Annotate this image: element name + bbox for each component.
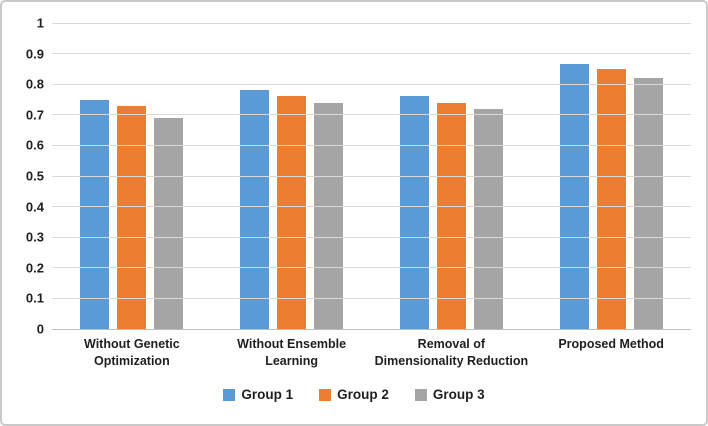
plot-area: [52, 22, 691, 330]
x-category-label-line: Without Ensemble: [237, 337, 347, 351]
y-tick-label-0.1: 0.1: [25, 290, 44, 306]
y-tick-label-0.5: 0.5: [25, 168, 44, 184]
bar-groups-container: [52, 23, 691, 329]
x-category-label-line: Learning: [265, 353, 319, 368]
legend-label: Group 2: [337, 387, 389, 402]
gridline-0.3: [52, 236, 691, 238]
gridline-0.2: [52, 267, 691, 269]
bar-group2-cat3: [436, 102, 466, 329]
y-tick-label-0.3: 0.3: [25, 229, 44, 245]
y-tick-label-0.2: 0.2: [25, 260, 44, 276]
y-tick-label-0.4: 0.4: [25, 199, 44, 215]
legend-label: Group 3: [432, 387, 485, 402]
bar-group1-cat4: [559, 64, 589, 329]
legend-label: Group 1: [241, 387, 294, 402]
gridline-0.7: [52, 114, 691, 116]
gridline-0.5: [52, 175, 691, 177]
bar-group-1: [52, 23, 212, 329]
bar-group2-cat2: [277, 96, 307, 329]
legend-item-group3: Group 3: [414, 387, 485, 402]
x-category-label-4: Proposed Method: [531, 336, 691, 370]
gridline-0.4: [52, 206, 691, 208]
y-tick-label-0.9: 0.9: [25, 46, 44, 62]
bar-group1-cat2: [240, 90, 270, 329]
x-category-label-3: Removal of Dimensionality Reduction: [372, 336, 532, 370]
x-category-label-line: Optimization: [94, 353, 170, 368]
x-category-label-2: Without Ensemble Learning: [212, 336, 372, 370]
x-axis: Without Genetic Optimization Without Ensem…: [52, 336, 691, 370]
bar-group3-cat1: [154, 117, 184, 329]
bar-group3-cat2: [314, 102, 344, 329]
gridline-0.1: [52, 297, 691, 299]
bar-group1-cat1: [80, 99, 110, 329]
x-category-label-line: Without Genetic: [84, 337, 180, 351]
bar-group-2: [212, 23, 372, 329]
gridline-0.8: [52, 83, 691, 85]
bar-group1-cat3: [399, 96, 429, 329]
bar-group2-cat1: [117, 105, 147, 329]
legend-swatch-icon: [414, 388, 427, 401]
y-tick-label-1: 1: [36, 15, 44, 31]
x-axis-line: [52, 328, 691, 330]
y-tick-label-0: 0: [36, 321, 44, 337]
legend-item-group2: Group 2: [319, 388, 389, 402]
gridline-0.6: [52, 144, 691, 146]
x-category-label-line: Proposed Method: [558, 337, 664, 351]
y-tick-label-0.6: 0.6: [25, 137, 44, 153]
y-axis: 0 0.1 0.2 0.3 0.4 0.5 0.6 0.7 0.8 0.9 1: [2, 17, 44, 336]
gridline-0.9: [52, 53, 691, 55]
legend: Group 1 Group 2 Group 3: [2, 388, 706, 402]
legend-swatch-icon: [223, 388, 236, 401]
x-category-label-1: Without Genetic Optimization: [52, 336, 212, 370]
gridline-1: [52, 22, 691, 24]
x-category-label-line: Dimensionality Reduction: [374, 353, 529, 368]
bar-group3-cat3: [473, 108, 503, 329]
y-tick-label-0.7: 0.7: [25, 107, 44, 123]
bar-group3-cat4: [633, 78, 663, 329]
bar-group-4: [531, 23, 691, 329]
bar-group2-cat4: [596, 68, 626, 329]
y-tick-label-0.8: 0.8: [25, 76, 44, 92]
legend-item-group1: Group 1: [223, 388, 293, 402]
legend-swatch-icon: [319, 388, 332, 401]
x-category-label-line: Removal of: [417, 337, 486, 351]
